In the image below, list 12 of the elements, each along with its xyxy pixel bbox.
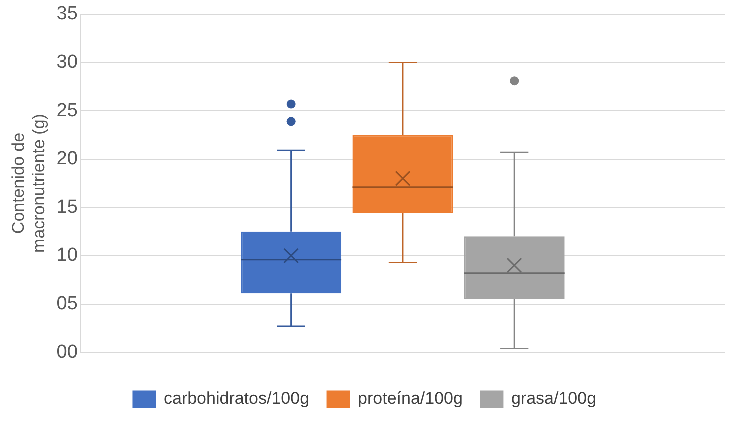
y-tick-label: 35 — [56, 4, 78, 25]
y-tick-label: 10 — [56, 245, 78, 266]
legend-label: carbohidratos/100g — [164, 389, 310, 408]
legend-label: grasa/100g — [511, 389, 597, 408]
y-tick-label: 05 — [56, 294, 78, 315]
legend-label: proteína/100g — [358, 389, 463, 408]
y-tick-label: 30 — [56, 52, 78, 73]
y-tick-label: 15 — [56, 196, 78, 218]
y-tick-label: 20 — [56, 148, 78, 170]
y-tick-label: 00 — [56, 342, 78, 363]
y-tick-label: 25 — [56, 100, 78, 122]
y-axis-title: Contenido de macronutriente (g) — [8, 114, 48, 253]
